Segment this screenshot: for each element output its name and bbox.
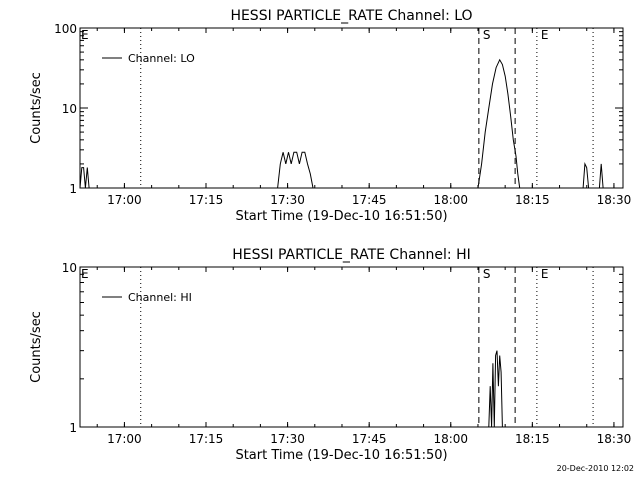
chart-2-xtick-label-5: 18:15	[515, 432, 550, 446]
footer-timestamp: 20-Dec-2010 12:02	[556, 464, 634, 473]
chart-1-ytick-label-2: 100	[54, 22, 77, 36]
chart-2-ytick-label-1: 10	[62, 261, 77, 275]
chart-1-xtick-label-1: 17:15	[189, 193, 224, 207]
chart-2-ylabel: Counts/sec	[29, 311, 44, 383]
chart-1-ytick-label-0: 1	[69, 182, 77, 196]
chart-1-xtick-label-5: 18:15	[515, 193, 550, 207]
chart-1-xtick-label-0: 17:00	[107, 193, 142, 207]
chart-1-xtick-label-6: 18:30	[597, 193, 632, 207]
chart-2-frame	[79, 266, 624, 428]
chart-2-marker-label-1: S	[483, 267, 491, 281]
chart-2-xtick-label-2: 17:30	[270, 432, 305, 446]
chart-1-title: HESSI PARTICLE_RATE Channel: LO	[230, 8, 472, 24]
chart-1-marker-label-1: S	[483, 28, 491, 42]
chart-2-xtick-label-3: 17:45	[352, 432, 387, 446]
chart-2-marker-label-3: E	[541, 267, 549, 281]
chart-1-ytick-label-1: 10	[62, 102, 77, 116]
chart-2-xlabel: Start Time (19-Dec-10 16:51:50)	[235, 448, 447, 463]
chart-1-xlabel: Start Time (19-Dec-10 16:51:50)	[235, 209, 447, 224]
chart-2-series-line-0	[488, 350, 503, 428]
chart-2-ytick-label-0: 1	[69, 421, 77, 435]
chart-1-corner-label: E	[81, 28, 89, 42]
chart-1-legend-label: Channel: LO	[128, 52, 195, 65]
chart-2-title: HESSI PARTICLE_RATE Channel: HI	[232, 247, 470, 263]
chart-1-ylabel: Counts/sec	[29, 72, 44, 144]
chart-2-xtick-label-4: 18:00	[433, 432, 468, 446]
chart-1-xtick-label-4: 18:00	[433, 193, 468, 207]
chart-1-marker-label-3: E	[541, 28, 549, 42]
chart-1-xtick-label-2: 17:30	[270, 193, 305, 207]
chart-2-xtick-label-6: 18:30	[597, 432, 632, 446]
chart-1-series-line-0	[79, 58, 604, 189]
chart-1-xtick-label-3: 17:45	[352, 193, 387, 207]
chart-2-corner-label: E	[81, 267, 89, 281]
chart-2-xtick-label-0: 17:00	[107, 432, 142, 446]
chart-2-legend-label: Channel: HI	[128, 291, 192, 304]
chart-2-xtick-label-1: 17:15	[189, 432, 224, 446]
